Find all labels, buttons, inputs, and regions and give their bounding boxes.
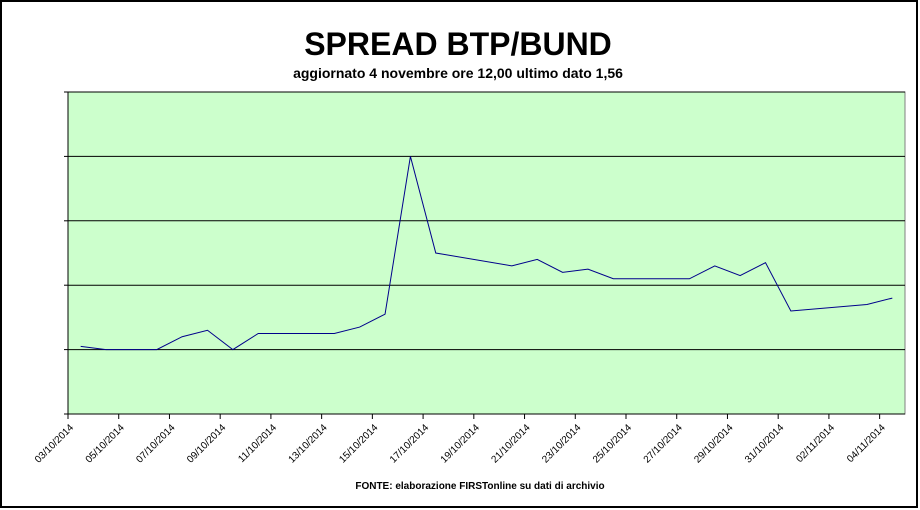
- chart-subtitle: aggiornato 4 novembre ore 12,00 ultimo d…: [293, 65, 623, 81]
- data-line: [80, 156, 893, 351]
- source-note: FONTE: elaborazione FIRSTonline su dati …: [355, 481, 604, 492]
- chart-title: SPREAD BTP/BUND: [304, 26, 612, 62]
- plot-area: [67, 91, 906, 415]
